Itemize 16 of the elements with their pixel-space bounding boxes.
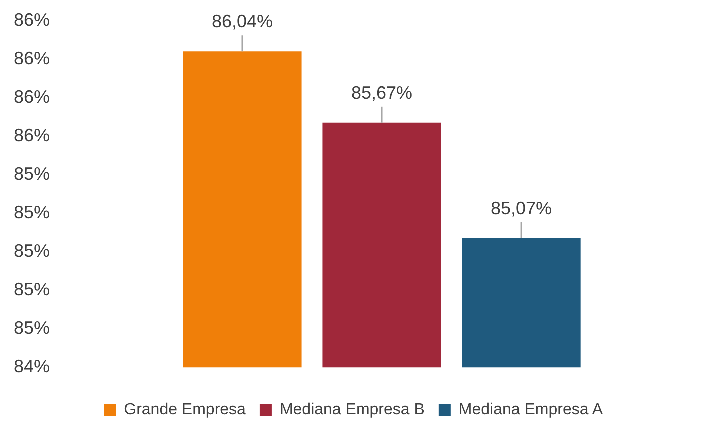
y-tick-label: 86%	[14, 125, 50, 146]
data-label: 85,67%	[351, 82, 413, 103]
y-tick-label: 85%	[14, 164, 50, 184]
legend-label: Mediana Empresa B	[280, 401, 425, 418]
y-tick-label: 85%	[14, 202, 50, 222]
y-tick-label: 85%	[14, 240, 50, 261]
data-label: 85,07%	[491, 198, 552, 219]
y-tick-label: 86%	[14, 10, 50, 30]
y-tick-label: 86%	[14, 48, 50, 68]
data-label: 86,04%	[212, 12, 274, 32]
legend-label: Mediana Empresa A	[458, 401, 604, 418]
y-tick-label: 85%	[14, 318, 50, 338]
y-tick-label: 85%	[14, 280, 50, 300]
y-tick-label: 86%	[14, 86, 50, 107]
legend-label: Grande Empresa	[124, 401, 246, 418]
y-tick-label: 84%	[14, 356, 50, 377]
